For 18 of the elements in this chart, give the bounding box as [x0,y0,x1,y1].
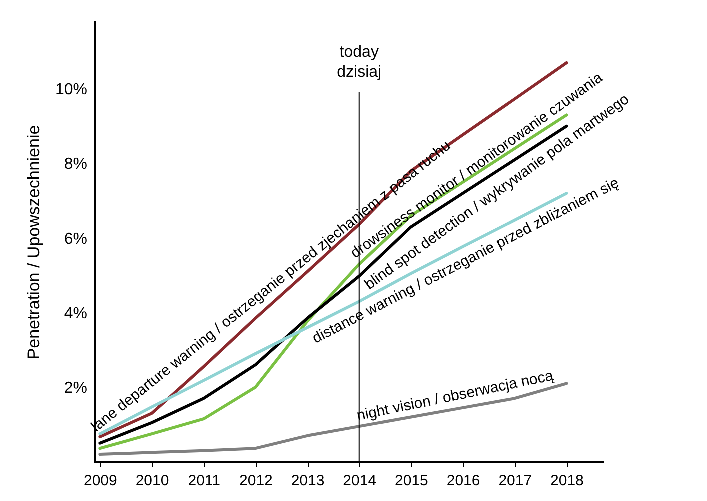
x-tick-label: 2013 [291,472,325,490]
x-tick-label: 2015 [395,472,428,490]
x-tick-label: 2016 [446,472,480,490]
x-tick-label: 2018 [550,472,584,490]
x-tick-label: 2017 [498,472,532,490]
y-tick-label: 4% [64,305,88,322]
x-tick-label: 2009 [84,472,118,490]
y-axis-title: Penetration / Upowszechnienie [24,125,44,360]
y-tick-label: 10% [55,82,88,99]
y-tick-label: 2% [64,380,88,397]
ref-line-label: today dzisiaj [337,44,382,81]
x-tick-label: 2014 [343,472,377,490]
x-tick-label: 2010 [136,472,170,490]
x-tick-label: 2012 [240,472,273,490]
y-tick-label: 8% [64,156,88,174]
y-tick-label: 6% [64,230,88,248]
x-tick-label: 2011 [188,472,220,490]
text: night vision / obserwacja nocą [356,367,556,425]
